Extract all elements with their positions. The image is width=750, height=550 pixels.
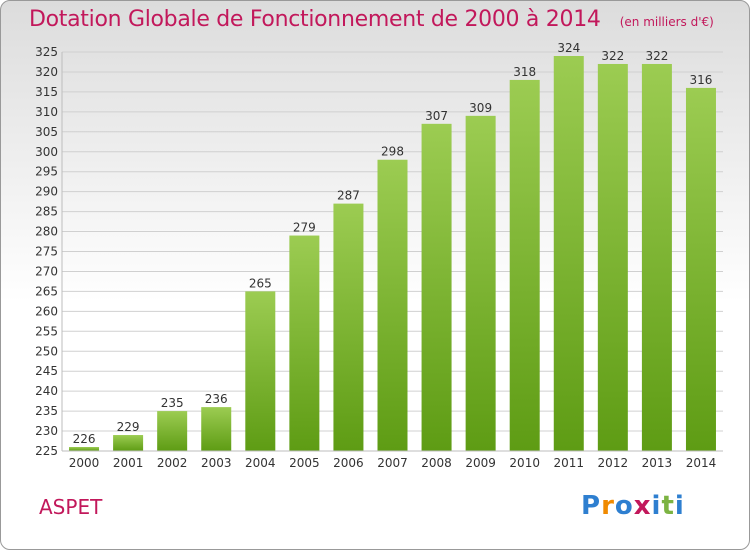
bar-value-label: 318 (513, 65, 536, 79)
bar-value-label: 322 (645, 49, 668, 63)
y-tick-label: 300 (35, 145, 58, 159)
x-tick-label: 2011 (553, 456, 584, 470)
y-tick-label: 305 (35, 125, 58, 139)
logo-letter: o (614, 491, 634, 521)
bar-value-label: 309 (469, 101, 492, 115)
y-tick-label: 310 (35, 105, 58, 119)
y-tick-label: 250 (35, 344, 58, 358)
bar-2002 (157, 411, 188, 451)
x-tick-label: 2001 (113, 456, 144, 470)
bar-2003 (201, 407, 232, 451)
y-tick-label: 260 (35, 304, 58, 318)
y-tick-label: 270 (35, 264, 58, 278)
x-tick-label: 2013 (642, 456, 673, 470)
bar-2006 (333, 203, 364, 451)
chart-title: Dotation Globale de Fonctionnement de 20… (29, 7, 601, 32)
y-tick-label: 265 (35, 284, 58, 298)
y-tick-label: 275 (35, 245, 58, 259)
logo-letter: t (661, 491, 675, 521)
bar-2011 (553, 55, 584, 452)
bar-value-label: 235 (161, 396, 184, 410)
y-tick-label: 290 (35, 185, 58, 199)
bar-2009 (465, 115, 496, 451)
bar-2000 (69, 447, 100, 451)
logo-letter: i (651, 491, 662, 521)
x-tick-label: 2003 (201, 456, 232, 470)
bar-2005 (289, 235, 320, 451)
x-tick-label: 2005 (289, 456, 320, 470)
bar-value-label: 307 (425, 109, 448, 123)
x-tick-label: 2004 (245, 456, 276, 470)
y-tick-label: 225 (35, 444, 58, 458)
y-tick-label: 230 (35, 424, 58, 438)
y-tick-label: 285 (35, 205, 58, 219)
y-axis: 225 230 235 240 245 250 255 260 265 270 275 280 285 2… (35, 45, 723, 458)
chart-subtitle: (en milliers d'€) (619, 15, 714, 29)
x-tick-label: 2007 (377, 456, 408, 470)
x-tick-label: 2012 (598, 456, 629, 470)
y-tick-label: 315 (35, 85, 58, 99)
x-tick-label: 2014 (686, 456, 717, 470)
bar-2001 (113, 435, 144, 451)
x-axis: 2000 2001 2002 2003 2004 2005 2006 2007 2008 2009… (69, 456, 716, 470)
bar-value-label: 322 (601, 49, 624, 63)
y-tick-label: 245 (35, 364, 58, 378)
bar-value-label: 265 (249, 276, 272, 290)
x-tick-label: 2008 (421, 456, 452, 470)
y-tick-label: 240 (35, 384, 58, 398)
place-name: ASPET (39, 495, 103, 519)
bar-value-label: 287 (337, 189, 360, 203)
x-tick-label: 2002 (157, 456, 188, 470)
y-tick-label: 280 (35, 225, 58, 239)
bar-value-label: 279 (293, 221, 316, 235)
proxiti-logo[interactable]: Proxiti (581, 491, 685, 521)
bar-2004 (245, 291, 276, 451)
bar-value-label: 229 (117, 420, 140, 434)
bar-2008 (421, 123, 452, 451)
logo-letter: r (601, 491, 615, 521)
x-tick-label: 2010 (509, 456, 540, 470)
x-tick-label: 2009 (465, 456, 496, 470)
bar-2013 (641, 63, 672, 451)
bars-group: 226 229 235 236 265 279 287 298 307 309 318 324 322 3… (69, 41, 716, 452)
logo-letter: i (674, 491, 685, 521)
bar-value-label: 236 (205, 392, 228, 406)
chart-title-block: Dotation Globale de Fonctionnement de 20… (29, 7, 714, 32)
bar-2010 (509, 79, 540, 452)
y-tick-label: 325 (35, 45, 58, 59)
logo-letter: P (581, 491, 602, 521)
y-tick-label: 320 (35, 65, 58, 79)
logo-letter: x (633, 491, 652, 521)
x-tick-label: 2006 (333, 456, 364, 470)
y-tick-label: 235 (35, 404, 58, 418)
bar-value-label: 324 (557, 41, 580, 55)
bar-value-label: 226 (73, 432, 96, 446)
bar-2012 (597, 63, 628, 451)
x-tick-label: 2000 (69, 456, 100, 470)
y-tick-label: 295 (35, 165, 58, 179)
bar-2007 (377, 159, 408, 452)
bar-value-label: 298 (381, 145, 404, 159)
y-tick-label: 255 (35, 324, 58, 338)
bar-2014 (685, 87, 716, 451)
bar-value-label: 316 (690, 73, 713, 87)
